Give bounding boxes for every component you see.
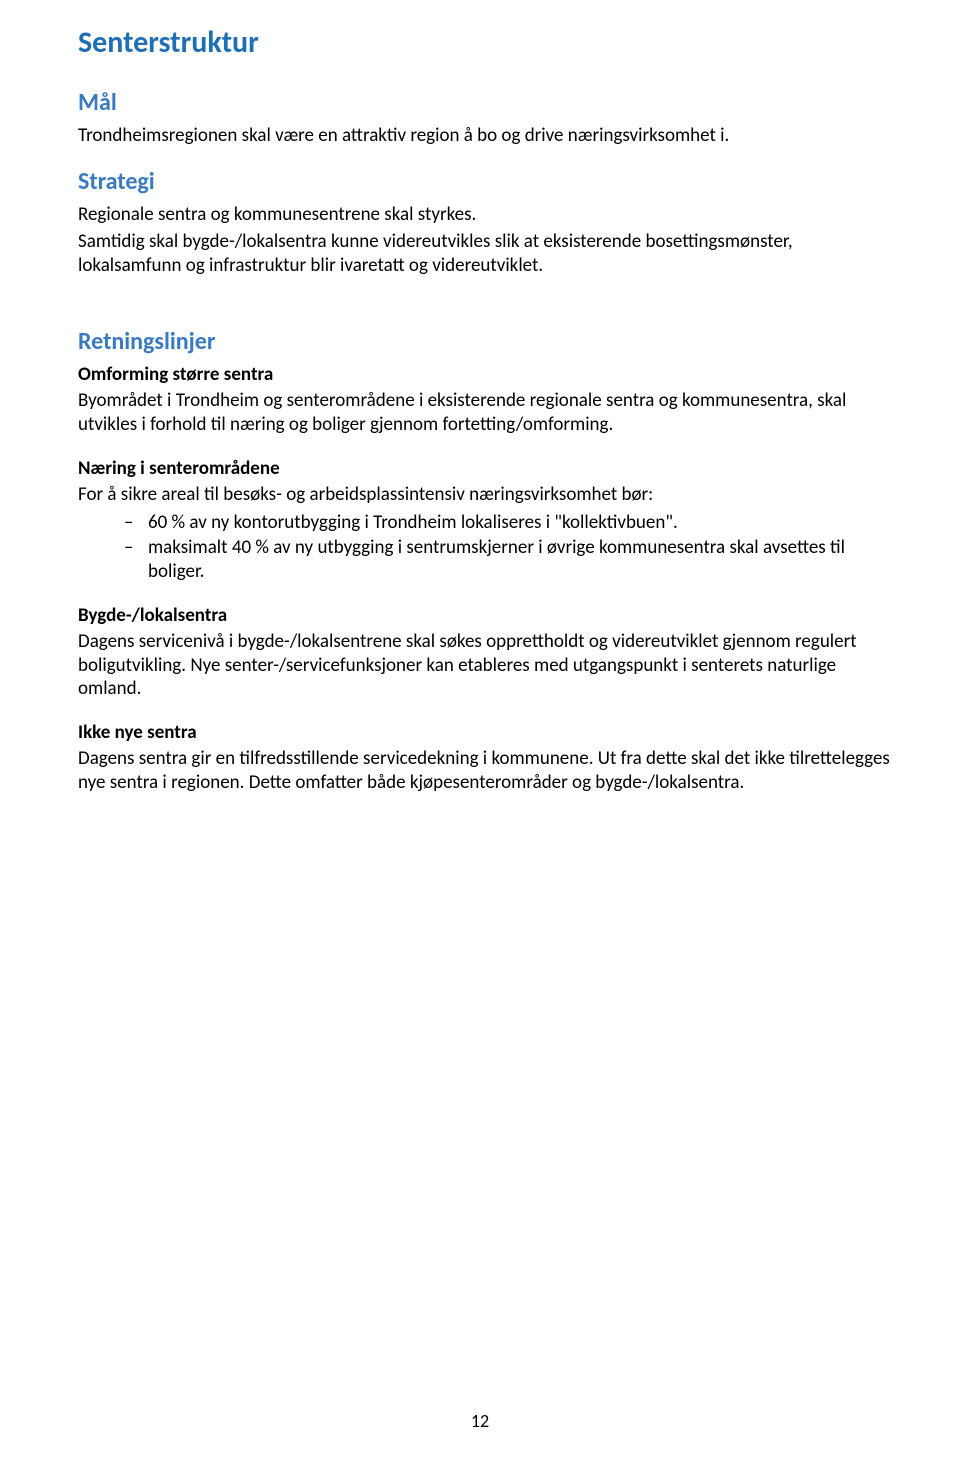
subheading-ikke-nye: Ikke nye sentra (78, 721, 895, 745)
paragraph-strategi-2: Samtidig skal bygde-/lokalsentra kunne v… (78, 230, 895, 278)
document-page: Senterstruktur Mål Trondheimsregionen sk… (0, 0, 960, 1462)
subheading-bygde: Bygde-/lokalsentra (78, 604, 895, 628)
list-naering: 60 % av ny kontorutbygging i Trondheim l… (78, 511, 895, 584)
page-number: 12 (0, 1410, 960, 1432)
paragraph-naering-intro: For å sikre areal til besøks- og arbeids… (78, 483, 895, 507)
paragraph-ikke-nye: Dagens sentra gir en tilfredsstillende s… (78, 747, 895, 795)
heading-retningslinjer: Retningslinjer (78, 328, 895, 357)
subheading-omforming: Omforming større sentra (78, 363, 895, 387)
page-title: Senterstruktur (78, 25, 895, 61)
paragraph-strategi-1: Regionale sentra og kommunesentrene skal… (78, 203, 895, 227)
heading-strategi: Strategi (78, 168, 895, 197)
heading-maal: Mål (78, 89, 895, 118)
paragraph-bygde: Dagens servicenivå i bygde-/lokalsentren… (78, 630, 895, 702)
list-item: 60 % av ny kontorutbygging i Trondheim l… (124, 511, 895, 535)
paragraph-maal: Trondheimsregionen skal være en attrakti… (78, 124, 895, 148)
subheading-naering: Næring i senterområdene (78, 457, 895, 481)
spacer (78, 298, 895, 328)
paragraph-omforming: Byområdet i Trondheim og senterområdene … (78, 389, 895, 437)
list-item: maksimalt 40 % av ny utbygging i sentrum… (124, 536, 895, 584)
